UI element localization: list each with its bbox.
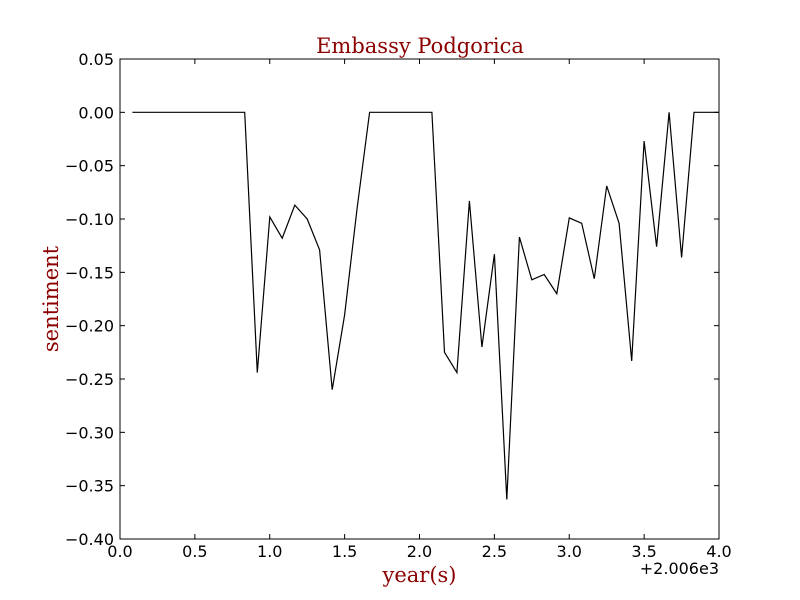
x-axis-label: year(s) — [381, 563, 456, 587]
y-tick-label: −0.25 — [65, 370, 114, 389]
x-tick-label: 2.5 — [482, 542, 507, 561]
sentiment-series-line — [132, 111, 719, 500]
x-tick-label: 1.0 — [257, 542, 282, 561]
x-axis-offset-label: +2.006e3 — [640, 559, 719, 578]
y-tick-label: −0.40 — [65, 530, 114, 549]
x-tick-label: 1.5 — [332, 542, 357, 561]
y-axis: 0.05 0.00 −0.05 −0.10 −0.15 −0.20 −0.25 −0.30 −0… — [65, 50, 719, 549]
x-tick-label: 3.5 — [631, 542, 656, 561]
y-axis-label: sentiment — [39, 245, 63, 352]
y-tick-label: 0.05 — [78, 50, 114, 69]
x-axis: 0.0 0.5 1.0 1.5 2.0 2.5 3.0 3.5 4.0 — [107, 59, 732, 561]
chart-title: Embassy Podgorica — [316, 34, 524, 58]
plot-frame — [119, 58, 720, 540]
y-tick-label: −0.20 — [65, 317, 114, 336]
x-tick-label: 0.0 — [107, 542, 132, 561]
y-tick-label: −0.05 — [65, 157, 114, 176]
x-tick-label: 0.5 — [182, 542, 207, 561]
y-tick-label: −0.35 — [65, 477, 114, 496]
y-tick-label: −0.15 — [65, 263, 114, 282]
y-tick-label: −0.30 — [65, 423, 114, 442]
plot-area: 0.0 0.5 1.0 1.5 2.0 2.5 3.0 3.5 4.0 0.05 0.00 −0.0… — [65, 50, 732, 561]
y-tick-label: 0.00 — [78, 103, 114, 122]
x-tick-label: 2.0 — [407, 542, 432, 561]
x-tick-label: 4.0 — [706, 542, 731, 561]
x-tick-label: 3.0 — [557, 542, 582, 561]
y-tick-label: −0.10 — [65, 210, 114, 229]
